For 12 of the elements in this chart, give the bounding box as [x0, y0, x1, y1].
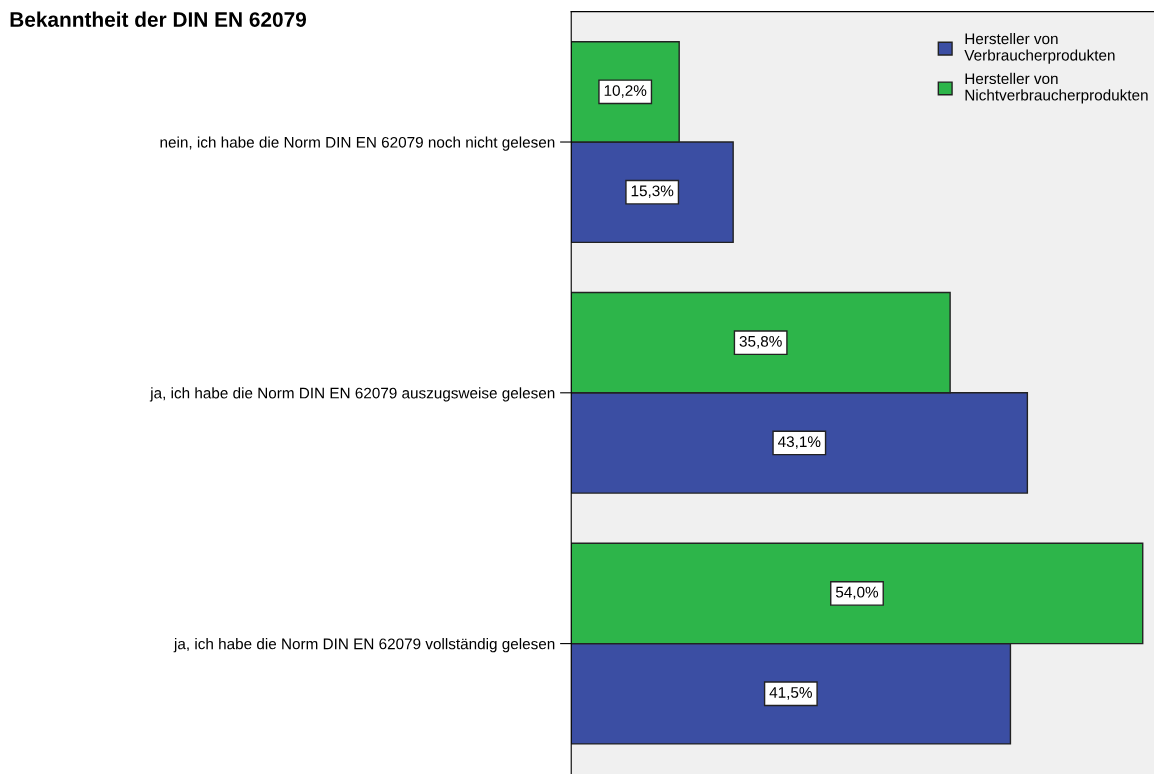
data-label: 10,2%: [604, 85, 647, 98]
y-tick-label: ja, ich habe die Norm DIN EN 62079 vollständig gelesen: [173, 638, 555, 653]
data-label: 43,1%: [778, 436, 821, 449]
text: Bekanntheit der DIN EN 62079: [10, 11, 307, 27]
data-label: 54,0%: [835, 586, 879, 600]
legend-label: Hersteller von Nichtverbraucherprodukten: [965, 72, 1148, 104]
data-label: 15,3%: [631, 185, 674, 199]
data-label: 35,8%: [739, 335, 782, 349]
data-label: 41,5%: [769, 687, 812, 700]
legend-label: Hersteller von Verbraucherprodukten: [964, 32, 1115, 64]
y-tick-label: ja, ich habe die Norm DIN EN 62079 auszugsweise gelesen: [149, 387, 555, 402]
y-tick-label: nein, ich habe die Norm DIN EN 62079 noch nicht gelesen: [160, 136, 555, 151]
